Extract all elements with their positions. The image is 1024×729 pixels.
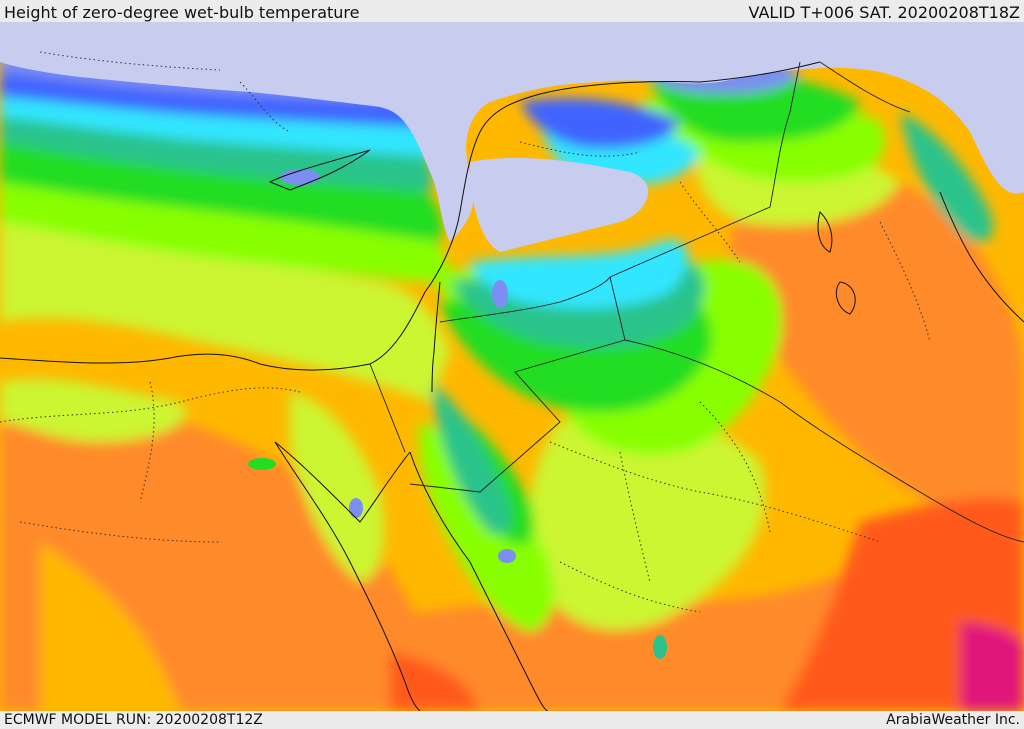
borders — [369, 61, 1024, 543]
boundary-11 — [559, 561, 701, 613]
field-magenta — [960, 622, 1024, 711]
pocket-asir — [653, 635, 667, 659]
border-iraq-syria — [609, 61, 801, 278]
field-teal-coast — [430, 382, 511, 535]
boundary-4 — [549, 441, 881, 543]
boundary-10 — [39, 51, 221, 71]
pocket-cyprus — [280, 169, 320, 185]
pocket-levant — [492, 280, 508, 308]
field-red-south — [390, 652, 480, 711]
border-egypt-israel — [369, 363, 406, 453]
field-cyan-syria — [470, 240, 689, 309]
boundary-9 — [879, 221, 931, 343]
admin-boundaries — [0, 51, 931, 613]
field-yellow-pocket — [40, 542, 180, 711]
boundary-7 — [519, 141, 641, 157]
border-iraq-saudi — [624, 339, 1024, 543]
lake-outline — [817, 211, 833, 253]
lake-outline-2 — [835, 281, 856, 315]
field-lavender-cold — [0, 22, 1024, 242]
coast-sinai — [274, 441, 411, 523]
field-lavender-anatolia — [470, 157, 649, 252]
border-syria-jordan — [439, 276, 611, 323]
boundary-6 — [699, 401, 771, 533]
boundary-1 — [0, 387, 301, 423]
pocket-egypt — [248, 458, 276, 470]
field-orange-east — [730, 155, 1024, 542]
dead-sea-jordan — [431, 281, 441, 393]
cyprus-outline — [268, 149, 371, 191]
coast-red-sea-west — [274, 441, 421, 711]
wet-bulb-zero-height-map — [0, 22, 1024, 711]
boundary-2 — [139, 381, 155, 503]
coast-red-sea-east — [409, 451, 549, 711]
field-blue-turkey — [520, 98, 680, 149]
field-yellow-green-west — [0, 379, 186, 442]
boundary-3 — [19, 521, 221, 543]
boundary-8 — [679, 181, 741, 263]
pocket-sinai — [349, 498, 363, 518]
model-run-label: ECMWF MODEL RUN: 20200208T12Z — [4, 712, 263, 728]
field-yellow-green-sinai — [290, 392, 384, 582]
valid-time-label: VALID T+006 SAT. 20200208T18Z — [748, 3, 1020, 22]
coast-gulf — [939, 191, 1024, 323]
field-yellow-green-north — [0, 202, 450, 402]
border-jordan-saudi — [409, 276, 626, 493]
footer-bar: ECMWF MODEL RUN: 20200208T12Z ArabiaWeat… — [0, 711, 1024, 729]
coast-levant-line — [0, 61, 821, 371]
pocket-hejaz — [498, 549, 516, 563]
border-iraq-iran — [819, 61, 911, 113]
field-teal-iran — [900, 112, 993, 243]
map-title: Height of zero-degree wet-bulb temperatu… — [4, 3, 360, 22]
header-bar: Height of zero-degree wet-bulb temperatu… — [0, 0, 1024, 22]
coastlines — [0, 61, 1024, 711]
credit-label: ArabiaWeather Inc. — [886, 712, 1020, 728]
